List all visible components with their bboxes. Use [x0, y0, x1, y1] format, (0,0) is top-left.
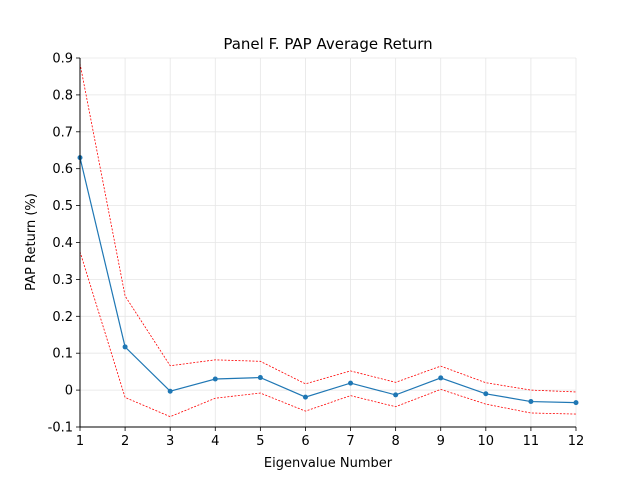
series-line-lower-bound [79, 251, 577, 418]
chart-title: Panel F. PAP Average Return [223, 35, 432, 53]
data-point [348, 380, 354, 386]
data-point [438, 375, 444, 381]
series-layer [77, 63, 579, 418]
data-point [257, 375, 263, 381]
x-tick-label: 6 [301, 434, 309, 449]
y-tick-label: 0.3 [52, 273, 73, 288]
y-tick-label: 0.4 [52, 236, 73, 251]
x-tick-label: 11 [523, 434, 540, 449]
x-tick-label: 10 [478, 434, 495, 449]
x-tick-label: 8 [391, 434, 399, 449]
y-tick-label: 0.8 [52, 88, 73, 103]
y-tick-label: 0 [65, 384, 73, 399]
y-tick-label: 0.1 [52, 347, 73, 362]
tick-labels: 1 2 3 4 5 6 7 8 9 10 11 12-0.100.10.20.30.40.50.60.… [48, 52, 585, 450]
y-tick-label: 0.2 [52, 310, 73, 325]
axes [76, 57, 577, 431]
x-tick-label: 9 [437, 434, 445, 449]
data-point [302, 394, 308, 400]
x-tick-label: 4 [211, 434, 219, 449]
series-line-upper-bound [79, 63, 577, 393]
data-point [122, 344, 128, 350]
data-point [483, 391, 489, 397]
y-tick-label: 0.9 [52, 52, 73, 67]
grid [79, 57, 577, 428]
x-tick-label: 7 [346, 434, 354, 449]
x-axis-label: Eigenvalue Number [264, 456, 393, 471]
data-point [212, 376, 218, 382]
y-tick-label: 0.5 [52, 199, 73, 214]
y-tick-label: -0.1 [48, 421, 73, 436]
x-tick-label: 12 [568, 434, 585, 449]
series-line-estimate [79, 157, 577, 404]
x-tick-label: 2 [121, 434, 129, 449]
x-tick-label: 3 [166, 434, 174, 449]
x-tick-label: 1 [76, 434, 84, 449]
data-point [393, 392, 399, 398]
data-point [573, 400, 579, 406]
y-tick-label: 0.6 [52, 162, 73, 177]
data-point [167, 388, 173, 394]
y-tick-label: 0.7 [52, 125, 73, 140]
data-point [528, 399, 534, 405]
y-axis-label: PAP Return (%) [24, 193, 39, 291]
x-tick-label: 5 [256, 434, 264, 449]
